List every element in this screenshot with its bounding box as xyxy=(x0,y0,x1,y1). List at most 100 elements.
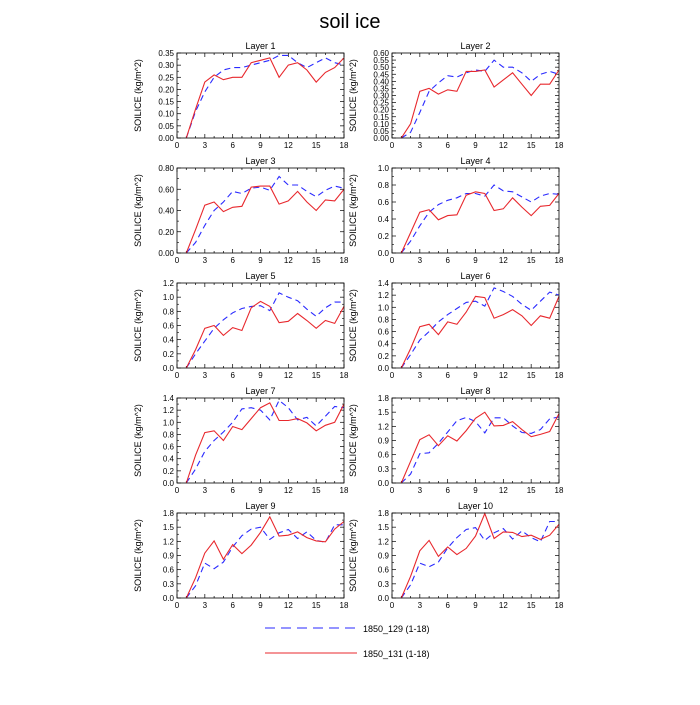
layer-1-title: Layer 1 xyxy=(245,41,275,51)
layer-1-ytick-label: 0.05 xyxy=(158,122,174,131)
layer-5-panel: Layer 5 SOILICE (kg/m^2) 0 3 6 9 12 15 18 0.0 0.2 0… xyxy=(133,271,349,380)
layer-9-ytick-label: 0.9 xyxy=(163,552,175,561)
layer-7-xtick-label: 9 xyxy=(258,486,263,495)
layer-4-series-1850-129 xyxy=(400,184,560,254)
layer-1-ylabel: SOILICE (kg/m^2) xyxy=(133,59,143,132)
layer-4-xtick-label: 6 xyxy=(445,256,450,265)
layer-8-ytick-label: 0.6 xyxy=(378,451,390,460)
layer-9-ylabel: SOILICE (kg/m^2) xyxy=(133,519,143,592)
layer-7-ylabel: SOILICE (kg/m^2) xyxy=(133,404,143,477)
layer-10-frame xyxy=(391,512,560,599)
layer-3-ytick-label: 0.40 xyxy=(158,207,174,216)
legend-label-1850-129: 1850_129 (1-18) xyxy=(363,624,430,634)
layer-2-xtick-label: 9 xyxy=(473,141,478,150)
layer-10-ytick-label: 1.2 xyxy=(378,537,390,546)
layer-6-ytick-label: 0.2 xyxy=(378,352,390,361)
layer-7-xtick-label: 18 xyxy=(340,486,349,495)
layer-8-ytick-label: 1.2 xyxy=(378,422,390,431)
layer-1-xtick-label: 18 xyxy=(340,141,349,150)
layer-5-ytick-label: 0.0 xyxy=(163,364,175,373)
layer-7-xtick-label: 6 xyxy=(230,486,235,495)
layer-3-xtick-label: 9 xyxy=(258,256,263,265)
layer-10-ylabel: SOILICE (kg/m^2) xyxy=(348,519,358,592)
layer-3-xtick-label: 18 xyxy=(340,256,349,265)
layer-6-title: Layer 6 xyxy=(460,271,490,281)
layer-2-xtick-label: 6 xyxy=(445,141,450,150)
layer-5-frame xyxy=(176,282,345,369)
layer-2-ytick-label: 0.45 xyxy=(373,70,389,79)
layer-7-series-1850-129 xyxy=(185,399,345,484)
layer-10-ytick-label: 0.9 xyxy=(378,552,390,561)
layer-9-panel: Layer 9 SOILICE (kg/m^2) 0 3 6 9 12 15 18 0.0 0.3 0… xyxy=(133,501,349,610)
layer-2-ytick-label: 0.35 xyxy=(373,84,389,93)
layer-8-ytick-label: 0.9 xyxy=(378,437,390,446)
layer-5-series-1850-129 xyxy=(185,292,344,369)
layer-6-ytick-label: 0.0 xyxy=(378,364,390,373)
layer-2-ytick-label: 0.10 xyxy=(373,120,389,129)
layer-7-ytick-label: 0.0 xyxy=(163,479,175,488)
layer-1-frame xyxy=(176,52,345,139)
layer-4-ytick-label: 0.8 xyxy=(378,181,390,190)
layer-2-xtick-label: 15 xyxy=(527,141,536,150)
layer-2-ytick-label: 0.55 xyxy=(373,56,389,65)
layer-1-xtick-label: 12 xyxy=(284,141,293,150)
layer-1-ytick-label: 0.20 xyxy=(158,85,174,94)
layer-6-series-1850-129 xyxy=(400,287,560,369)
layer-5-xtick-label: 9 xyxy=(258,371,263,380)
layer-6-series-1850-131 xyxy=(400,295,560,369)
layer-2-xtick-label: 0 xyxy=(390,141,395,150)
legend: 1850_129 (1-18) 1850_131 (1-18) xyxy=(265,624,430,659)
layer-2-xtick-label: 3 xyxy=(418,141,423,150)
layer-4-xtick-label: 9 xyxy=(473,256,478,265)
layer-8-xtick-label: 0 xyxy=(390,486,395,495)
layer-6-xtick-label: 12 xyxy=(499,371,508,380)
layer-10-ytick-label: 1.5 xyxy=(378,523,390,532)
layer-7-title: Layer 7 xyxy=(245,386,275,396)
layer-1-xtick-label: 0 xyxy=(175,141,180,150)
layer-7-frame xyxy=(176,397,345,484)
layer-2-ytick-label: 0.00 xyxy=(373,134,389,143)
layer-2-frame xyxy=(391,52,560,139)
layer-9-ytick-label: 0.3 xyxy=(163,580,175,589)
layer-5-ytick-label: 0.2 xyxy=(163,350,175,359)
layer-6-ytick-label: 1.0 xyxy=(378,303,390,312)
layer-8-series-1850-131 xyxy=(400,411,560,484)
layer-8-ytick-label: 0.3 xyxy=(378,465,390,474)
layer-8-xtick-label: 18 xyxy=(555,486,564,495)
legend-label-1850-131: 1850_131 (1-18) xyxy=(363,649,430,659)
layer-4-ytick-label: 1.0 xyxy=(378,164,390,173)
layer-10-xtick-label: 12 xyxy=(499,601,508,610)
layer-4-xtick-label: 3 xyxy=(418,256,423,265)
layer-9-ytick-label: 1.5 xyxy=(163,523,175,532)
layer-8-ylabel: SOILICE (kg/m^2) xyxy=(348,404,358,477)
layer-10-panel: Layer 10 SOILICE (kg/m^2) 0 3 6 9 12 15 18 0.0 0.3… xyxy=(348,501,564,610)
layer-1-ytick-label: 0.25 xyxy=(158,73,174,82)
layer-8-panel: Layer 8 SOILICE (kg/m^2) 0 3 6 9 12 15 18 0.0 0.3 0… xyxy=(348,386,564,495)
layer-2-title: Layer 2 xyxy=(460,41,490,51)
layer-3-series-1850-131 xyxy=(185,185,345,254)
layer-2-xtick-label: 18 xyxy=(555,141,564,150)
layer-3-frame xyxy=(176,167,345,254)
layer-4-ytick-label: 0.6 xyxy=(378,198,390,207)
layer-6-frame xyxy=(391,282,560,369)
layer-3-ylabel: SOILICE (kg/m^2) xyxy=(133,174,143,247)
layer-3-xtick-label: 3 xyxy=(203,256,208,265)
layer-2-ytick-label: 0.60 xyxy=(373,49,389,58)
layer-7-ytick-label: 0.6 xyxy=(163,443,175,452)
layer-1-series-1850-129 xyxy=(185,54,345,139)
layer-6-xtick-label: 9 xyxy=(473,371,478,380)
layer-9-series-1850-131 xyxy=(185,515,345,599)
layer-10-xtick-label: 18 xyxy=(555,601,564,610)
layer-1-ytick-label: 0.15 xyxy=(158,98,174,107)
layer-2-ytick-label: 0.20 xyxy=(373,106,389,115)
layer-8-title: Layer 8 xyxy=(460,386,490,396)
layer-10-xtick-label: 15 xyxy=(527,601,536,610)
layer-9-xtick-label: 6 xyxy=(230,601,235,610)
layer-8-xtick-label: 3 xyxy=(418,486,423,495)
layer-5-ylabel: SOILICE (kg/m^2) xyxy=(133,289,143,362)
layer-4-xtick-label: 15 xyxy=(527,256,536,265)
layer-5-xtick-label: 0 xyxy=(175,371,180,380)
layer-7-ytick-label: 0.2 xyxy=(163,467,175,476)
layer-1-xtick-label: 3 xyxy=(203,141,208,150)
layer-9-xtick-label: 9 xyxy=(258,601,263,610)
